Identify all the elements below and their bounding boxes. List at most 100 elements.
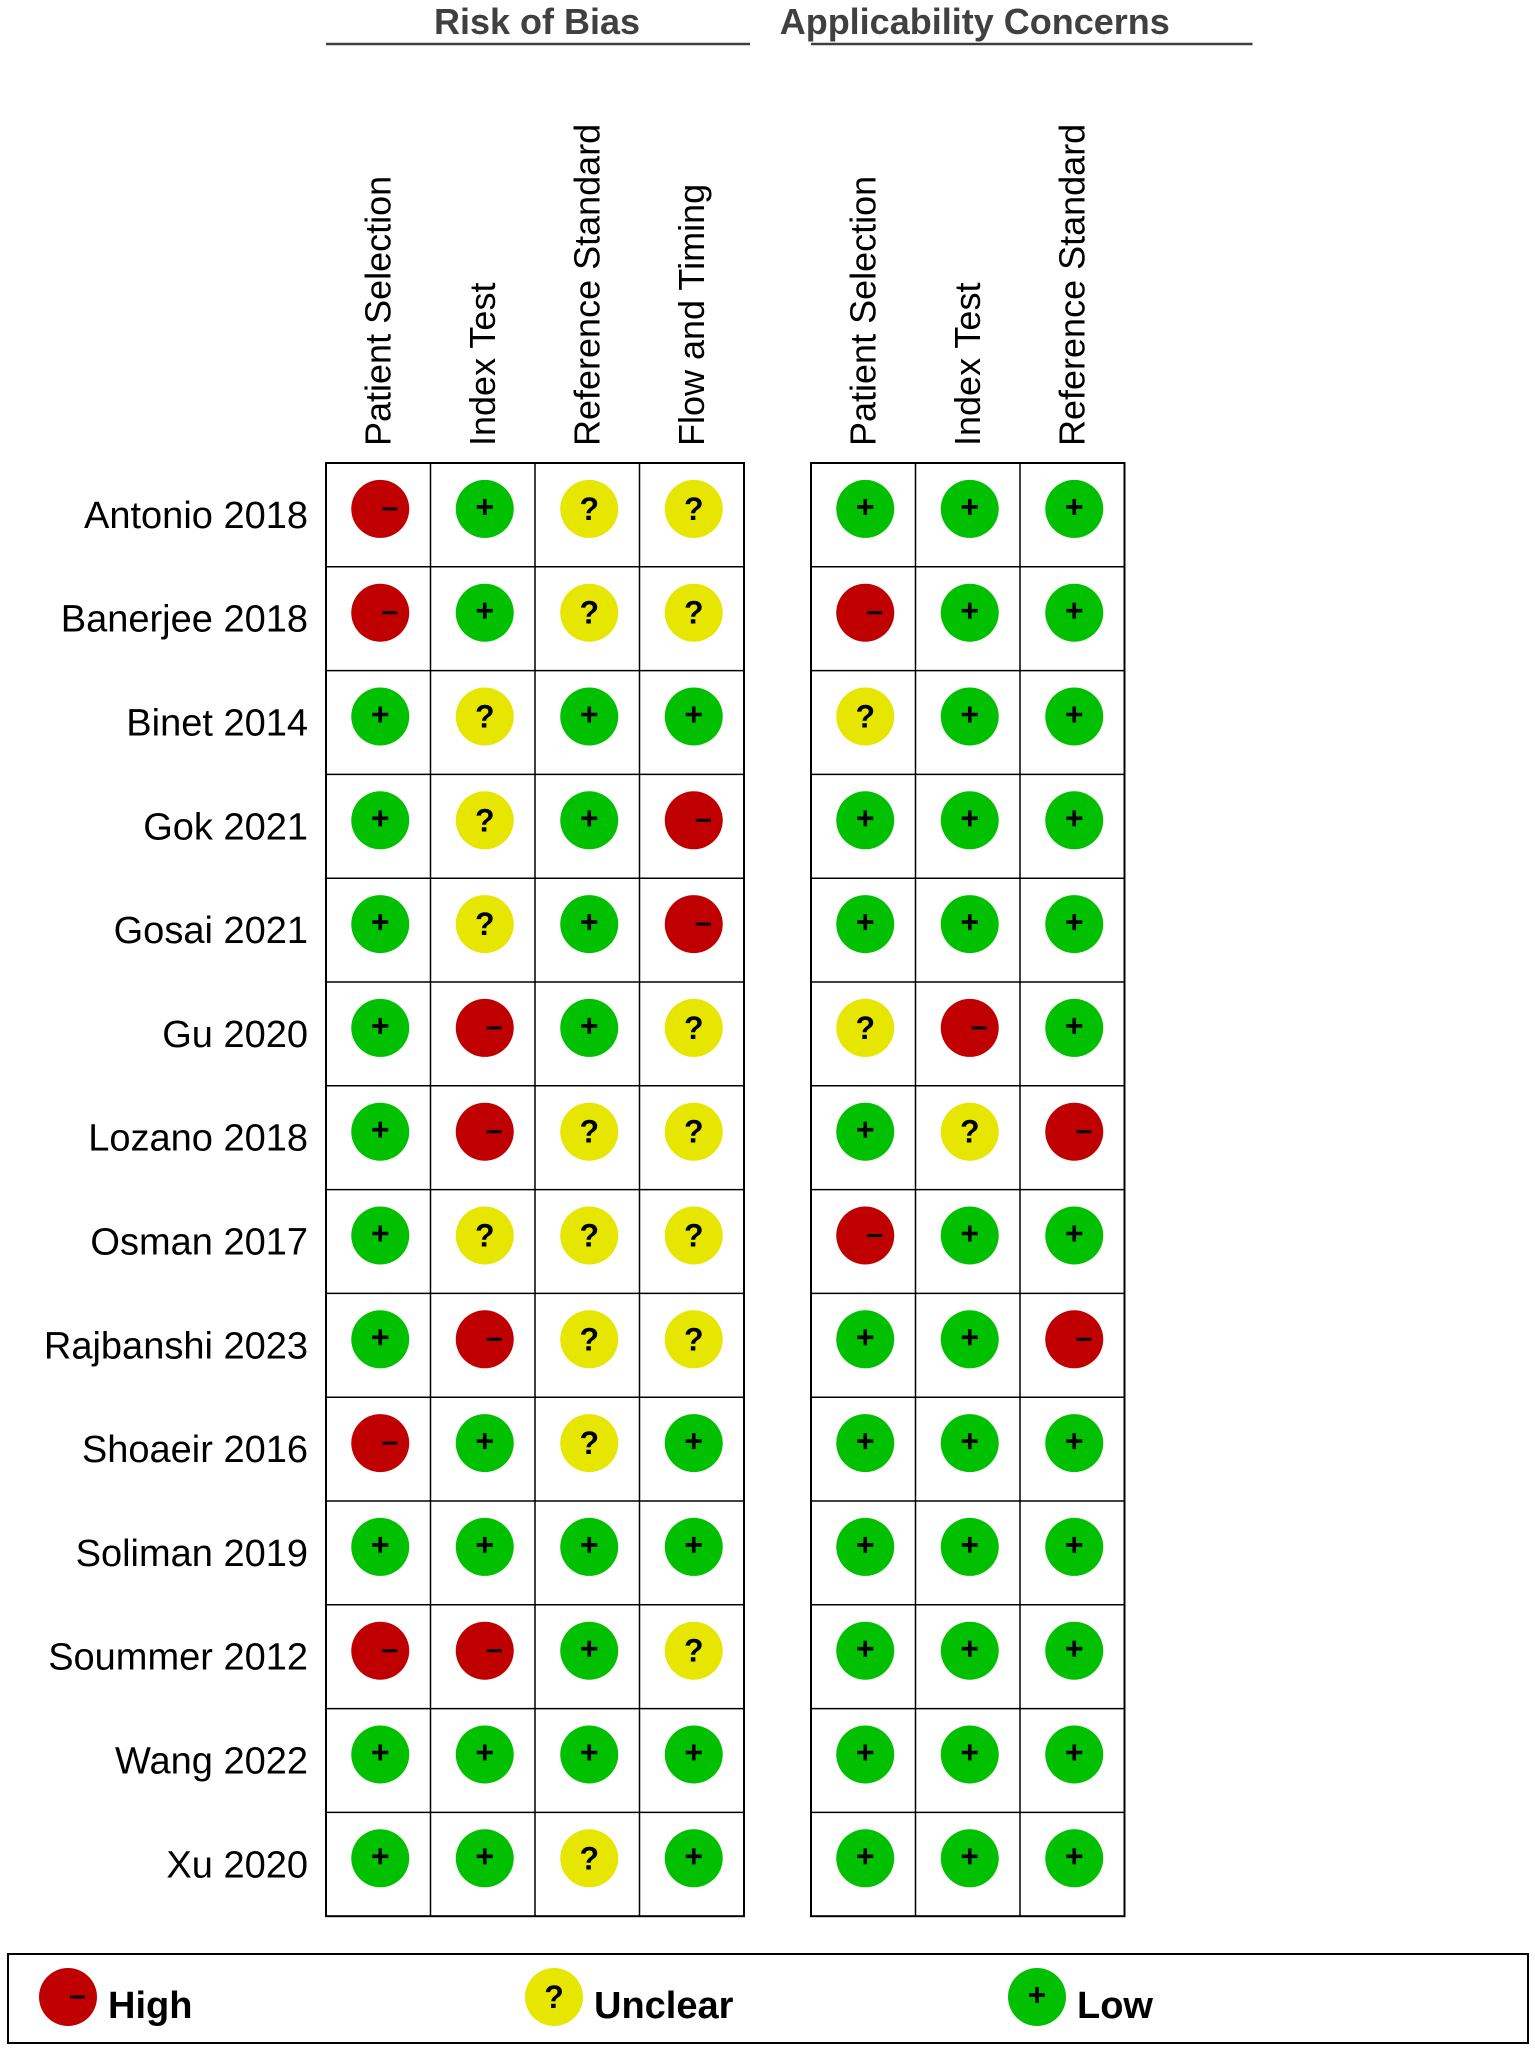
high-mark	[351, 583, 410, 642]
unclear-mark	[664, 998, 723, 1057]
study-label: Shoaeir 2016	[82, 1429, 308, 1471]
risk-cell: ?	[560, 1206, 619, 1265]
applicability-cell	[836, 1829, 895, 1888]
applicability-cell	[1045, 1829, 1104, 1888]
column-label: Patient Selection	[842, 176, 883, 446]
question-icon: ?	[684, 1114, 704, 1150]
risk-cell	[351, 791, 410, 850]
risk-cell	[664, 1725, 723, 1784]
risk-cell	[351, 1310, 410, 1369]
risk-cell	[664, 1829, 723, 1888]
study-label: Osman 2017	[90, 1222, 308, 1264]
risk-cell: ?	[664, 583, 723, 642]
grid	[325, 462, 745, 1918]
applicability-cell	[836, 1102, 895, 1161]
column-label: Reference Standard	[1051, 124, 1092, 446]
applicability-cell	[940, 998, 999, 1057]
table-row: Osman 2017???	[90, 1206, 1104, 1265]
applicability-cell	[836, 479, 895, 538]
high-mark	[664, 895, 723, 954]
applicability-cell	[836, 1517, 895, 1576]
table-row: Soummer 2012?	[48, 1621, 1104, 1680]
unclear-mark	[664, 1102, 723, 1161]
risk-cell: ?	[664, 1206, 723, 1265]
risk-cell: ?	[560, 1414, 619, 1473]
unclear-mark	[664, 1206, 723, 1265]
question-icon: ?	[475, 1218, 495, 1254]
unclear-mark	[560, 583, 619, 642]
risk-cell: ?	[560, 1310, 619, 1369]
legend-label: Low	[1077, 1985, 1153, 2027]
question-icon: ?	[684, 1010, 704, 1046]
legend-label: High	[108, 1985, 192, 2027]
risk-cell	[351, 1414, 410, 1473]
risk-cell: ?	[664, 479, 723, 538]
risk-cell: ?	[560, 479, 619, 538]
applicability-cell	[836, 895, 895, 954]
risk-cell	[455, 1621, 514, 1680]
high-mark	[1045, 1310, 1104, 1369]
risk-cell	[455, 1310, 514, 1369]
question-icon: ?	[960, 1114, 980, 1150]
unclear-mark	[940, 1102, 999, 1161]
applicability-cell	[1045, 1621, 1104, 1680]
unclear-mark	[560, 1414, 619, 1473]
question-icon: ?	[475, 906, 495, 942]
applicability-cell	[1045, 1206, 1104, 1265]
applicability-cell	[1045, 1725, 1104, 1784]
risk-cell: ?	[664, 1102, 723, 1161]
study-label: Rajbanshi 2023	[44, 1325, 308, 1367]
applicability-cell	[940, 1725, 999, 1784]
applicability-cell	[1045, 998, 1104, 1057]
table-row: Gok 2021?	[143, 791, 1104, 850]
legend: High ? Unclear Low	[7, 1953, 1529, 2044]
applicability-cell	[1045, 583, 1104, 642]
high-mark	[836, 1206, 895, 1265]
legend-symbol	[1008, 1968, 1066, 2026]
high-mark	[1045, 1102, 1104, 1161]
unclear-mark	[560, 1102, 619, 1161]
legend-item-low: Low	[1008, 1968, 1153, 2027]
table-row: Binet 2014??	[126, 687, 1104, 746]
table-row: Banerjee 2018??	[61, 583, 1104, 642]
risk-cell	[664, 1414, 723, 1473]
unclear-mark	[560, 1310, 619, 1369]
legend-border	[7, 1953, 1529, 2044]
applicability-cell	[1045, 895, 1104, 954]
risk-cell	[664, 687, 723, 746]
unclear-mark	[455, 687, 514, 746]
unclear-mark	[455, 895, 514, 954]
applicability-cell	[836, 583, 895, 642]
question-icon: ?	[579, 1218, 599, 1254]
table-row: Rajbanshi 2023??	[44, 1310, 1104, 1369]
risk-cell	[351, 895, 410, 954]
column-label: Index Test	[462, 283, 503, 446]
unclear-mark	[664, 583, 723, 642]
applicability-cell	[836, 1725, 895, 1784]
column-label: Patient Selection	[357, 176, 398, 446]
question-icon: ?	[855, 699, 875, 735]
question-icon: ?	[579, 491, 599, 527]
risk-cell	[560, 1517, 619, 1576]
unclear-mark	[455, 1206, 514, 1265]
applicability-cell	[940, 1414, 999, 1473]
risk-cell	[351, 1829, 410, 1888]
applicability-cell	[940, 1621, 999, 1680]
legend-item-unclear: ? Unclear	[525, 1968, 734, 2027]
risk-cell: ?	[664, 1621, 723, 1680]
applicability-cell	[940, 479, 999, 538]
risk-cell	[664, 1517, 723, 1576]
applicability-cell	[836, 1414, 895, 1473]
risk-cell	[351, 1102, 410, 1161]
unclear-mark	[560, 1206, 619, 1265]
applicability-cell	[1045, 791, 1104, 850]
risk-cell: ?	[664, 998, 723, 1057]
unclear-mark	[455, 791, 514, 850]
risk-cell	[560, 895, 619, 954]
risk-cell	[351, 479, 410, 538]
risk-cell: ?	[664, 1310, 723, 1369]
table-row: Gosai 2021?	[114, 895, 1104, 954]
high-mark	[351, 1414, 410, 1473]
risk-cell	[455, 479, 514, 538]
